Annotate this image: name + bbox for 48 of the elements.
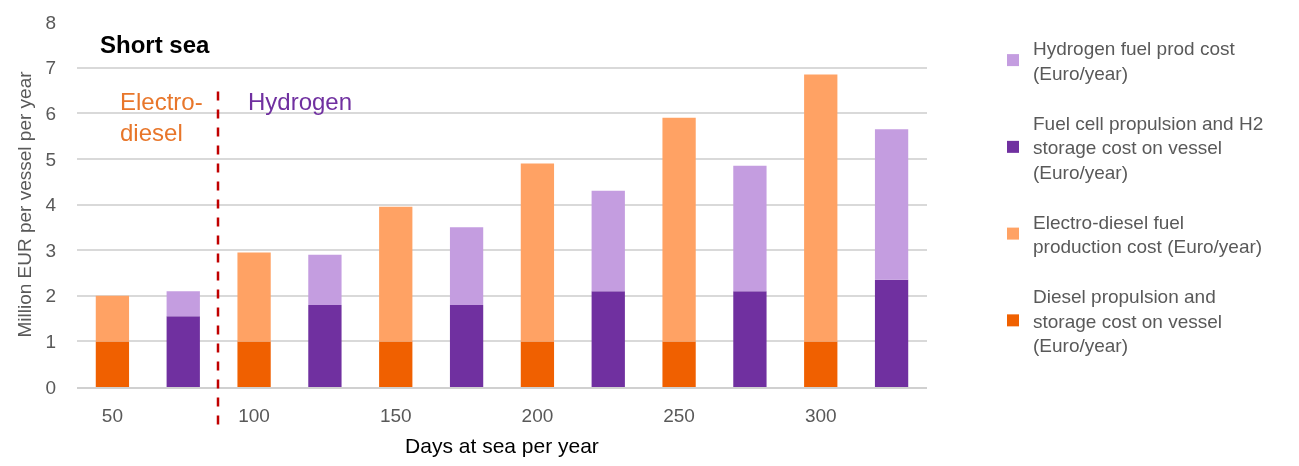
legend-label: Diesel propulsion and storage cost on vessel (Euro/year) [1033,286,1223,357]
bar [591,291,625,387]
bar [662,341,696,387]
legend-label: Hydrogen fuel prod cost (Euro/year) [1033,38,1236,84]
bar [308,304,342,387]
y-tick-label: 0 [45,376,56,398]
bar [874,279,909,387]
bar [308,254,342,305]
bar [95,295,130,342]
bar [874,129,909,280]
y-tick-label: 4 [45,194,57,216]
y-tick-label: 6 [45,102,56,124]
bar [379,341,413,387]
bar [237,341,271,387]
y-tick-label: 7 [45,57,56,79]
bar [804,341,838,387]
bar [449,304,484,387]
bar [520,163,555,342]
x-tick-label: 100 [238,404,270,426]
legend-label: Electro-diesel fuel production cost (Euro/year) [1033,211,1263,258]
x-tick-label: 300 [804,404,837,426]
x-tick-label: 150 [379,404,412,426]
legend-label: Fuel cell propulsion and H2 storage cost on vessel (Euro/year) [1033,112,1264,183]
bar [95,341,130,387]
x-tick-label: 50 [101,404,123,426]
bar [237,252,271,342]
bar [166,291,200,317]
annotation: Hydrogen [248,88,353,115]
bar [520,341,555,387]
bar [379,206,413,342]
y-tick-label: 2 [45,285,56,307]
y-tick-label: 3 [45,239,56,261]
bar [449,227,484,305]
x-tick-label: 200 [521,404,554,426]
annotation: Electro-diesel [120,88,203,147]
bar [804,74,838,342]
bar [733,291,767,387]
y-tick-label: 5 [45,148,56,170]
x-axis-title: Days at sea per year [405,434,599,458]
x-tick-label: 250 [663,404,695,426]
bar [662,117,696,342]
chart-title: Short sea [100,31,211,59]
y-tick-label: 8 [45,11,56,33]
bar [591,190,625,292]
y-tick-label: 1 [45,331,56,353]
y-axis-title: Million EUR per vessel per year [14,70,36,338]
bar [733,165,767,292]
bar [166,316,200,387]
